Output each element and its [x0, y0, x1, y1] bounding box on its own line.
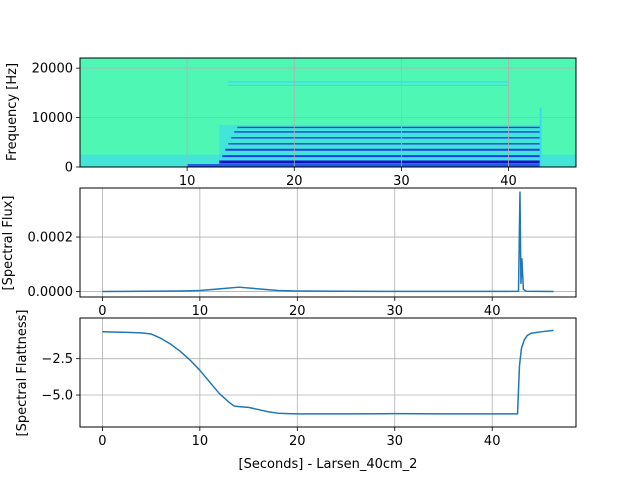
x-tick-label: 30	[386, 434, 403, 449]
spectral-flatness-frame	[79, 317, 577, 428]
y-tick-label: −5.0	[41, 389, 73, 404]
y-tick-label: 20000	[32, 62, 73, 77]
spectral-flatness-line	[102, 329, 554, 415]
spectral-flux-ylabel: [Spectral Flux]	[1, 196, 16, 291]
y-tick-label: 0.0002	[28, 231, 74, 246]
x-tick-label: 0	[98, 304, 106, 319]
x-tick-label: 30	[393, 174, 410, 189]
spectrogram-fundamental-band	[187, 164, 541, 167]
y-tick-label: −2.5	[41, 352, 73, 367]
y-tick-label: 0	[65, 161, 73, 176]
x-tick-label: 40	[484, 434, 501, 449]
spectral-flatness-xlabel: [Seconds] - Larsen_40cm_2	[239, 457, 418, 472]
x-tick-label: 20	[289, 434, 306, 449]
x-tick-label: 30	[386, 304, 403, 319]
spectral-flatness-panel: 0 10 20 30 40 −2.5 −5.0 [Spectral Flattness] […	[15, 310, 577, 472]
x-tick-label: 10	[192, 434, 209, 449]
spectral-flux-panel: 0 10 20 30 40 0.0000 0.0002 [Spectral Flux]	[1, 187, 577, 319]
spectral-flatness-ylabel: [Spectral Flattness]	[15, 310, 30, 437]
spectrogram-frame	[79, 57, 577, 168]
x-tick-label: 20	[289, 304, 306, 319]
x-tick-label: 0	[98, 434, 106, 449]
y-tick-label: 0.0000	[28, 285, 74, 300]
x-tick-label: 10	[192, 304, 209, 319]
spectrogram-panel: 10 20 30 40 0 10000 20000 Frequency [Hz]	[5, 57, 577, 189]
spectral-flux-line	[102, 191, 554, 293]
x-tick-label: 20	[286, 174, 303, 189]
spectrogram-ylabel: Frequency [Hz]	[5, 63, 20, 161]
spectral-flux-frame	[79, 187, 577, 298]
y-tick-label: 10000	[32, 111, 73, 126]
x-tick-label: 10	[179, 174, 196, 189]
x-tick-label: 40	[500, 174, 517, 189]
x-tick-label: 40	[484, 304, 501, 319]
